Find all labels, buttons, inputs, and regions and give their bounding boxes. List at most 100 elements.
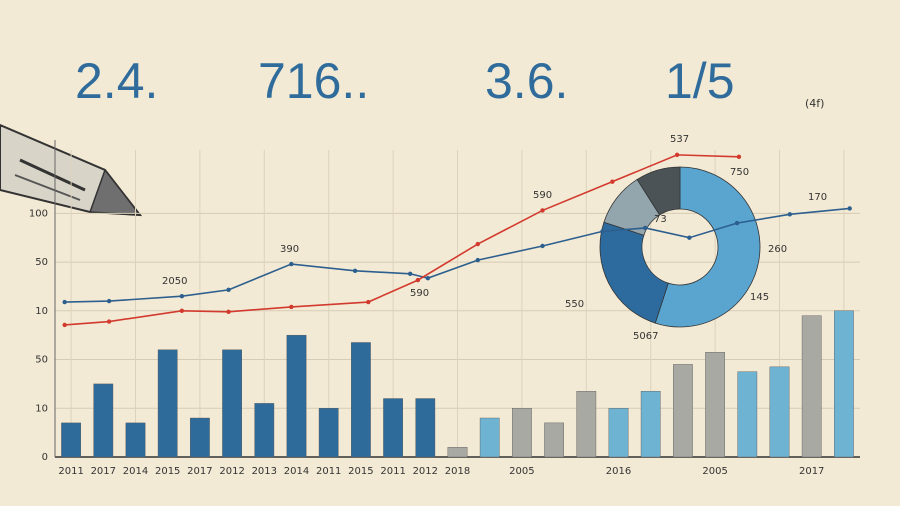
x-tick-label: 2018 [445, 466, 470, 477]
point [407, 271, 413, 276]
point [425, 275, 431, 281]
bar [640, 391, 661, 458]
point [540, 208, 545, 213]
x-tick-label: 2015 [348, 466, 373, 477]
x-tick-label: 2014 [123, 466, 148, 477]
bar [157, 349, 178, 458]
point [540, 243, 545, 249]
point [415, 277, 421, 283]
point [62, 322, 67, 328]
x-tick-label: 2017 [91, 466, 116, 477]
annotation: 170 [808, 192, 827, 203]
point [736, 154, 742, 160]
annotation: 5067 [633, 331, 658, 342]
header-number: 3.6. [485, 53, 568, 109]
bar [222, 349, 242, 458]
bar [673, 364, 693, 458]
point [179, 308, 185, 314]
donut-slice [654, 166, 761, 328]
point [734, 220, 740, 226]
bar [318, 408, 339, 458]
header-number: 1/5 [665, 53, 735, 109]
y-tick-label: 10 [35, 306, 48, 317]
bar [351, 342, 371, 458]
bar [383, 398, 403, 458]
x-tick-label: 2005 [702, 466, 727, 477]
bar [737, 371, 758, 458]
point [600, 229, 605, 234]
y-tick-label: 0 [42, 452, 48, 463]
point [475, 257, 480, 263]
annotation: 550 [565, 299, 584, 310]
point [106, 298, 112, 304]
point [352, 268, 358, 274]
point [610, 179, 615, 184]
x-tick-label: 2017 [799, 466, 824, 477]
bar [705, 352, 725, 458]
bar [93, 383, 114, 458]
x-tick-label: 2017 [187, 466, 212, 477]
bar [544, 422, 564, 458]
line [64, 207, 850, 303]
point [62, 299, 67, 305]
y-tick-label: 50 [35, 355, 48, 366]
annotation: 590 [410, 288, 429, 299]
annotation: 260 [768, 244, 787, 255]
point [787, 212, 793, 217]
bar [286, 334, 307, 458]
plot: 0 10 50 10 50 100 2011 2017 2014 2015 2017 2012 2013… [29, 140, 860, 477]
pen [0, 123, 143, 217]
point [226, 287, 231, 293]
bar [125, 422, 146, 458]
y-tick-label: 10 [35, 403, 48, 414]
x-tick-label: 2005 [509, 466, 534, 477]
bar [769, 366, 790, 458]
annotation: 537 [670, 134, 689, 145]
header-number: 2.4. [75, 53, 158, 109]
bar [447, 447, 468, 458]
y-tick-label: 100 [29, 208, 48, 219]
donut-slice [636, 166, 681, 216]
point [475, 241, 480, 247]
donut-slice [599, 221, 669, 324]
annotation: 145 [750, 292, 769, 303]
annotation: 590 [533, 190, 552, 201]
annotation: 750 [730, 167, 749, 178]
x-tick-label: 2012 [219, 466, 244, 477]
x-tick-label: 2011 [316, 466, 341, 477]
bar [254, 403, 275, 458]
x-tick-label: 2011 [380, 466, 405, 477]
bar [61, 422, 81, 458]
bar [834, 310, 854, 458]
bar [512, 408, 532, 458]
x-tick-label: 2016 [606, 466, 631, 477]
annotation: 2050 [162, 276, 187, 287]
x-tick-label: 2014 [284, 466, 309, 477]
point [289, 304, 294, 310]
point [179, 293, 185, 299]
header-number: 716.. [258, 53, 369, 109]
line [64, 154, 739, 326]
bar [801, 315, 822, 458]
bar [479, 417, 500, 458]
point [106, 319, 112, 324]
annotation: 73 [654, 214, 667, 225]
x-tick-label: 2013 [252, 466, 277, 477]
point [226, 309, 231, 314]
annotations: 2050 390 590 590 537 750 170 73 260 145 … [162, 134, 827, 342]
point [847, 206, 852, 211]
y-tick-label: 50 [35, 257, 48, 268]
bar [415, 398, 436, 458]
header-note: (4f) [805, 97, 824, 110]
point [366, 299, 371, 305]
annotation: 390 [280, 244, 299, 255]
point [289, 261, 294, 267]
point [643, 225, 648, 231]
bar [608, 408, 629, 458]
point [674, 152, 680, 158]
bar [190, 417, 210, 458]
bar [576, 391, 597, 458]
x-tick-label: 2011 [58, 466, 83, 477]
point [687, 235, 692, 240]
